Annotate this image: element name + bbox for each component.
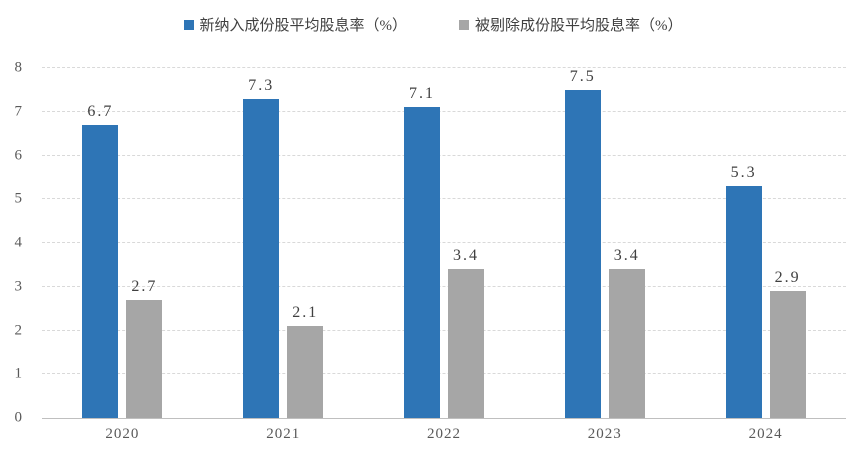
bar-series1-2020: 6.7 <box>82 103 119 418</box>
bar-value-label: 2.1 <box>292 304 319 322</box>
bar-series1-2021: 7.3 <box>243 77 280 418</box>
bar-value-label: 7.3 <box>248 76 275 94</box>
y-axis-tick-label: 6 <box>14 147 23 163</box>
x-axis-label-2024: 2024 <box>748 426 783 442</box>
bar-group-2020: 6.7 2.7 <box>42 68 203 418</box>
y-axis-tick-label: 1 <box>14 365 23 382</box>
legend-item-removed-constituents: 被剔除成份股平均股息率（%） <box>459 14 683 35</box>
y-axis-tick-label: 2 <box>14 322 23 338</box>
x-axis-label-2020: 2020 <box>105 426 140 442</box>
bar-value-label: 2.7 <box>131 277 158 295</box>
x-axis-label-2023: 2023 <box>587 426 622 442</box>
gridline <box>42 154 846 156</box>
y-axis-tick-label: 4 <box>14 234 23 251</box>
gridline <box>42 67 846 68</box>
gridline <box>42 242 846 243</box>
x-axis: 2020 2021 2022 2023 2024 <box>42 426 846 443</box>
legend-swatch-blue-icon <box>183 19 194 30</box>
bar-series2-2022: 3.4 <box>447 248 484 418</box>
x-axis-label-2021: 2021 <box>266 426 301 442</box>
y-axis-tick-label: 5 <box>14 190 23 207</box>
bar-value-label: 7.1 <box>408 85 435 103</box>
legend-swatch-gray-icon <box>459 19 469 30</box>
bar-value-label: 3.4 <box>613 247 640 265</box>
gridline <box>42 110 846 112</box>
bar-series2-2020: 2.7 <box>126 278 163 418</box>
bar-group-2024: 5.3 2.9 <box>685 68 846 418</box>
y-axis-tick-label: 3 <box>14 278 23 295</box>
y-axis-tick-label: 8 <box>14 59 23 76</box>
bar-group-2023: 7.5 3.4 <box>524 68 685 418</box>
gridline <box>42 373 846 375</box>
bar-value-label: 5.3 <box>730 164 757 182</box>
bar-value-label: 2.9 <box>774 269 801 287</box>
legend-label-removed-constituents: 被剔除成份股平均股息率（%） <box>475 18 683 34</box>
bar-series2-2021: 2.1 <box>287 305 324 418</box>
gridline <box>42 198 846 200</box>
bar-series1-2024: 5.3 <box>725 165 762 418</box>
bar-series2-2024: 2.9 <box>769 270 806 418</box>
legend-label-new-constituents: 新纳入成份股平均股息率（%） <box>199 18 408 34</box>
chart-legend: 新纳入成份股平均股息率（%） 被剔除成份股平均股息率（%） <box>0 14 866 35</box>
bar-series2-2023: 3.4 <box>608 248 645 418</box>
gridline <box>42 285 846 287</box>
y-axis-tick-label: 0 <box>14 409 23 426</box>
gridline <box>42 329 846 331</box>
x-axis-label-2022: 2022 <box>426 426 461 442</box>
bar-group-2021: 7.3 2.1 <box>203 68 364 418</box>
bar-series1-2023: 7.5 <box>564 68 601 418</box>
bar-value-label: 6.7 <box>87 102 114 120</box>
bar-value-label: 7.5 <box>569 67 596 85</box>
y-axis-tick-label: 7 <box>14 103 23 120</box>
plot-area: 6.7 2.7 7.3 2.1 7.1 3.4 7.5 3.4 5.3 2.9 <box>42 67 846 419</box>
bar-value-label: 3.4 <box>452 247 479 265</box>
bar-group-2022: 7.1 3.4 <box>364 68 525 418</box>
bar-series1-2022: 7.1 <box>403 86 440 418</box>
y-axis: 0 1 2 3 4 5 6 7 8 <box>0 60 26 425</box>
legend-item-new-constituents: 新纳入成份股平均股息率（%） <box>183 14 408 35</box>
